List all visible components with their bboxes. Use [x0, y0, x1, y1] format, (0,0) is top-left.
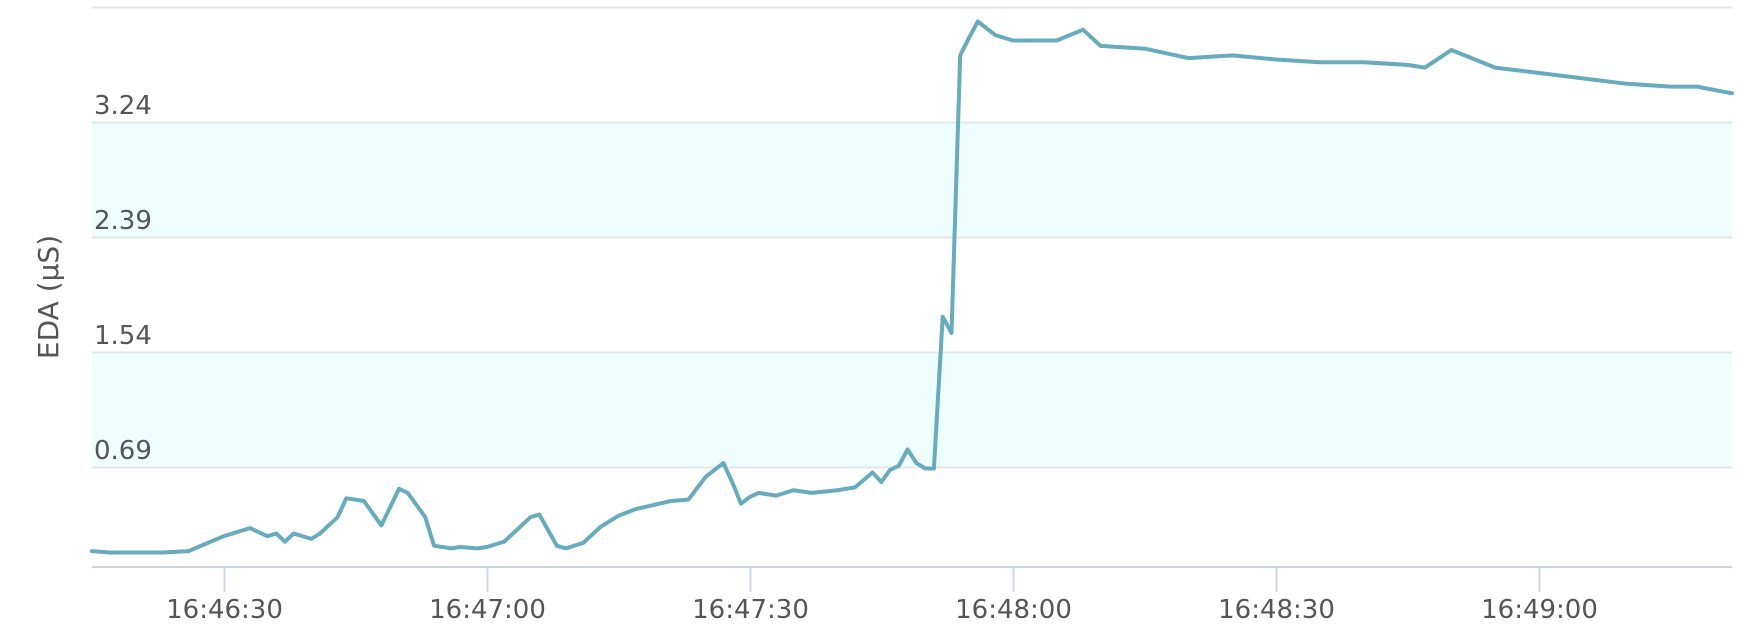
y-tick-label: 2.39: [94, 206, 152, 236]
x-tick-label: 16:47:00: [429, 595, 546, 625]
plot-band: [92, 121, 1732, 237]
y-tick-labels: 0.69 1.54 2.39 3.24: [94, 91, 152, 466]
y-tick-label: 0.69: [94, 436, 152, 466]
x-tick-label: 16:47:30: [692, 595, 809, 625]
x-tick-label: 16:49:00: [1481, 595, 1598, 625]
x-axis: [92, 566, 1732, 592]
plot-bands: [92, 121, 1732, 468]
x-tick-labels: 16:46:30 16:47:00 16:47:30 16:48:00 16:48:30…: [166, 595, 1598, 625]
eda-series-line: [90, 19, 1734, 555]
y-tick-label: 3.24: [94, 91, 152, 121]
x-tick-label: 16:46:30: [166, 595, 283, 625]
plot-band: [92, 352, 1732, 468]
y-axis-title: EDA (µS): [32, 235, 65, 359]
x-tick-label: 16:48:00: [955, 595, 1072, 625]
x-tick-label: 16:48:30: [1218, 595, 1335, 625]
y-tick-label: 1.54: [94, 321, 152, 351]
y-gridlines: [92, 6, 1732, 469]
